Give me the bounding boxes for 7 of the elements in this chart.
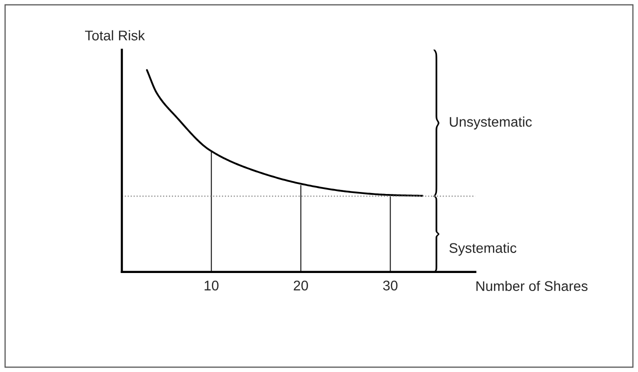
x-tick-label: 20 [294,280,308,290]
x-tick-label: 10 [204,280,219,290]
annotation: Unsystematic [450,116,532,130]
x-tick-label: 30 [383,280,398,290]
y-axis-title: Total Risk [85,30,145,40]
x-axis-title: Number of Shares [476,280,588,292]
annotation: Systematic [449,242,516,256]
